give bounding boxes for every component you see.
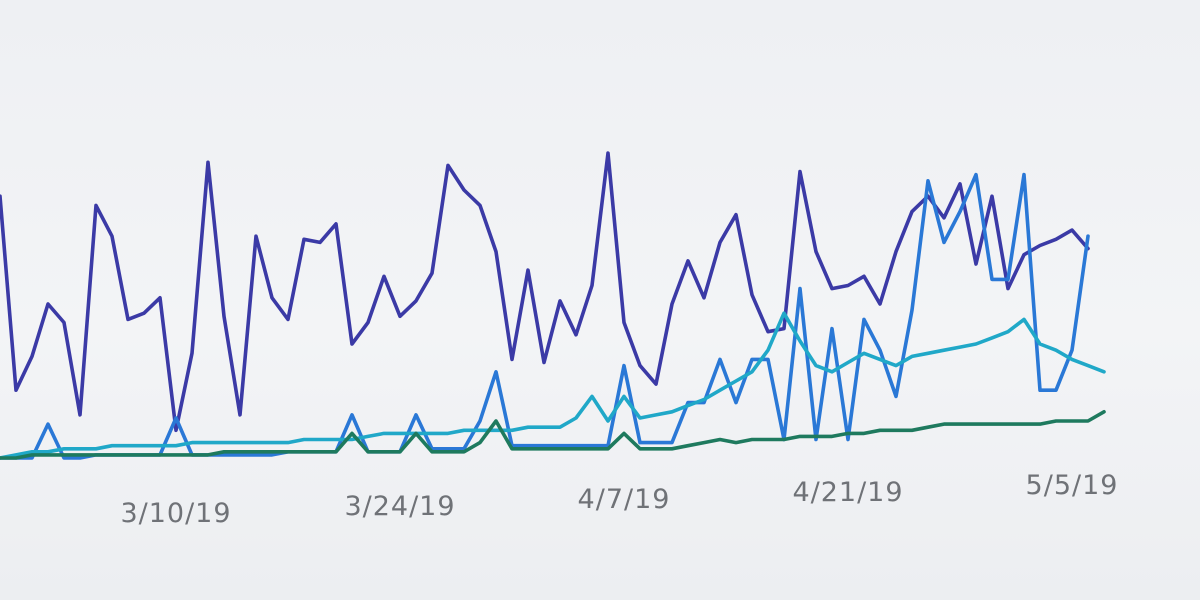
series-line-1 (0, 151, 1090, 433)
series-layer (0, 151, 1106, 460)
series-line-3 (0, 311, 1106, 460)
x-tick-label: 3/10/19 (120, 498, 231, 529)
series-line-2 (0, 172, 1090, 460)
x-axis: 3/10/19 3/24/19 4/7/19 4/21/19 5/5/19 (120, 470, 1119, 529)
x-tick-label: 5/5/19 (1026, 470, 1119, 501)
x-tick-label: 4/21/19 (792, 477, 903, 508)
x-tick-label: 3/24/19 (344, 491, 455, 522)
series-line-4 (0, 410, 1106, 460)
x-tick-label: 4/7/19 (578, 484, 671, 515)
